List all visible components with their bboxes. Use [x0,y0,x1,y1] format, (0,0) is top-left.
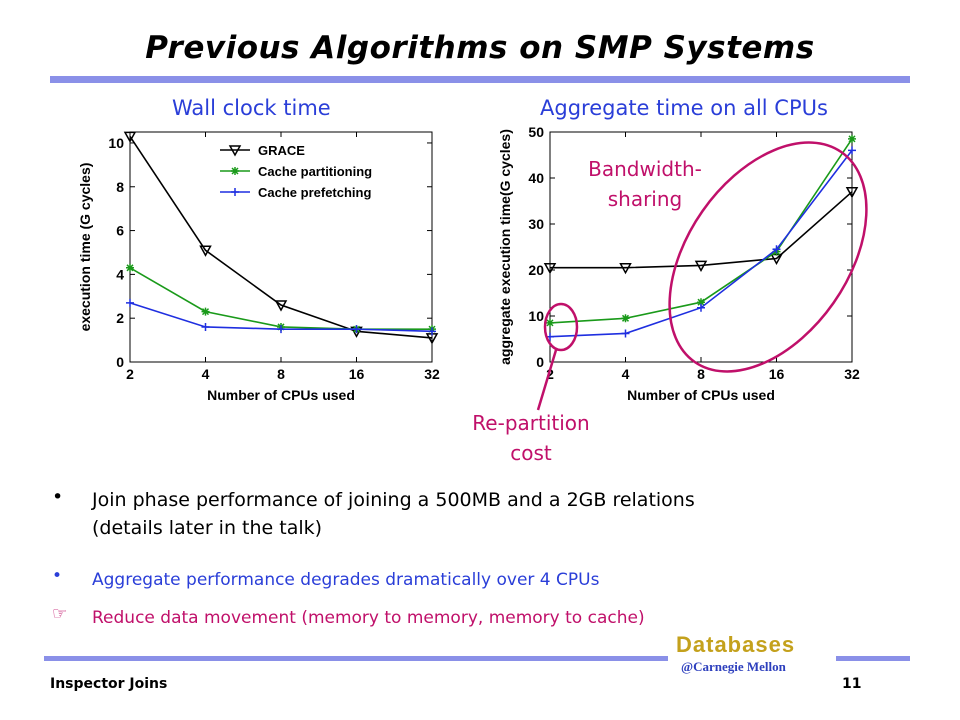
triangle-marker [199,245,212,257]
left-x-tick-label: 4 [202,366,210,382]
right-y-tick-label: 10 [528,308,544,324]
legend-label: Cache prefetching [258,185,371,200]
footer-title: Inspector Joins [50,676,168,692]
right-y-tick-label: 50 [528,124,544,140]
left-x-axis-label: Number of CPUs used [207,387,355,403]
star-marker [201,307,210,316]
right-y-tick-label: 20 [528,262,544,278]
right-x-tick-label: 16 [769,366,785,382]
right-x-tick-label: 2 [546,366,554,382]
triangle-marker [619,262,632,275]
page-number: 11 [842,676,862,692]
triangle-marker [123,131,137,143]
footer-rule-right [836,656,910,661]
right-y-tick-label: 0 [536,354,544,370]
logo-carnegie-mellon: @Carnegie Mellon [681,659,786,674]
left-y-tick-label: 10 [108,135,124,151]
repartition-cost-label: Re-partition cost [472,411,590,465]
legend-label: Cache partitioning [258,164,372,179]
right-x-tick-label: 4 [622,366,630,382]
star-marker [231,167,239,175]
logo-databases: Databases [676,632,796,657]
left-y-tick-label: 2 [116,310,124,326]
triangle-marker [274,300,288,312]
left-x-tick-label: 8 [277,366,285,382]
star-marker [126,263,134,272]
left-y-tick-label: 0 [116,354,124,370]
bullet-line: Aggregate performance degrades dramatica… [92,570,600,590]
plus-marker [352,325,361,334]
plus-marker [277,325,285,334]
left-legend: GRACE Cache partitioning Cache prefetching [220,143,372,200]
bullet-marker: • [52,486,64,508]
slide-title: Previous Algorithms on SMP Systems [145,30,815,66]
bullet-line: Join phase performance of joining a 500M… [92,489,695,511]
right-x-axis-label: Number of CPUs used [627,387,775,403]
left-chart-heading: Wall clock time [172,96,331,120]
right-x-tick-label: 32 [844,366,860,382]
left-y-tick-label: 6 [116,223,124,239]
left-y-tick-label: 8 [116,179,124,195]
plus-marker [621,329,630,338]
bullet-marker: • [52,566,63,586]
left-series-grace [123,131,439,345]
plus-marker [546,332,554,341]
title-rule [50,76,910,83]
triangle-marker [228,145,242,157]
legend-label: GRACE [258,143,305,158]
plus-marker [428,327,436,336]
left-x-tick-label: 2 [126,366,134,382]
right-y-axis-label: aggregate execution time(G cycles) [497,129,513,365]
triangle-marker [543,262,557,275]
right-y-tick-label: 40 [528,170,544,186]
left-x-tick-label: 32 [424,366,440,382]
star-marker [621,314,630,323]
left-series-line [129,267,432,330]
right-chart-heading: Aggregate time on all CPUs [540,96,828,120]
left-series-cache-prefetching [126,298,436,336]
right-x-tick-label: 8 [697,366,705,382]
left-series-cache-partitioning [126,263,436,334]
left-x-tick-label: 16 [349,366,365,382]
star-marker [848,134,856,143]
star-marker [546,318,554,327]
left-y-tick-label: 4 [116,266,124,282]
bandwidth-sharing-label: Bandwidth- sharing [588,157,702,211]
footer-rule-left [44,656,668,661]
plus-marker [201,322,210,331]
right-y-tick-label: 30 [528,216,544,232]
bullet-line: (details later in the talk) [92,517,323,539]
left-series-line [129,135,433,339]
plus-marker [231,188,239,196]
pointing-hand-icon: ☞ [52,604,68,624]
bullet-line: Reduce data movement (memory to memory, … [92,608,645,628]
plus-marker [126,298,134,307]
left-y-axis-label: execution time (G cycles) [77,163,93,332]
